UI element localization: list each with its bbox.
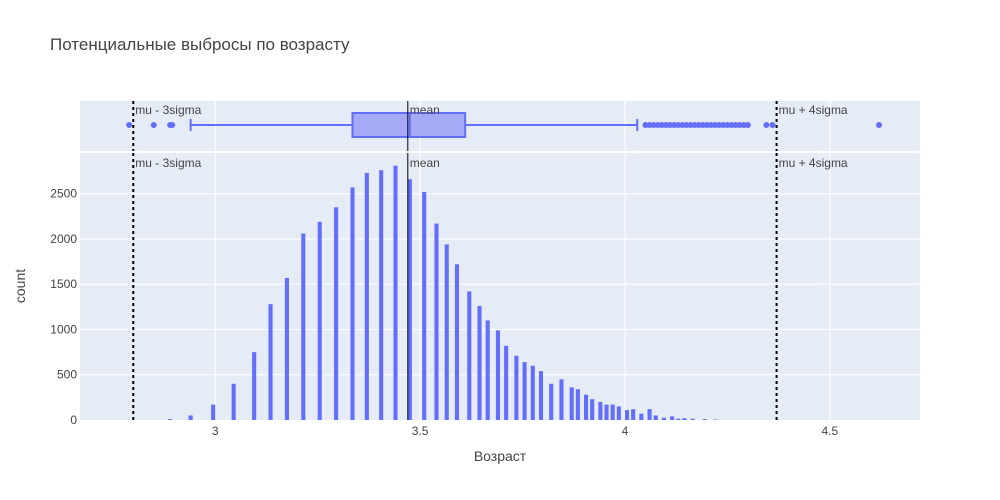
- histogram-bar: [454, 264, 460, 420]
- histogram-bar: [364, 172, 369, 420]
- box-outlier-point: [876, 122, 883, 128]
- histogram-bar: [334, 207, 339, 420]
- histogram-bar: [317, 221, 322, 420]
- histogram-bar: [434, 223, 439, 420]
- histogram-bar: [624, 410, 630, 420]
- histogram-bar: [598, 401, 603, 420]
- histogram-bar: [477, 305, 482, 420]
- histogram-reference-label: mean: [410, 156, 440, 170]
- box-outlier-point: [169, 122, 176, 128]
- y-axis-ticks: 0 500 1000 1500 2000 2500: [50, 187, 77, 427]
- box-outlier-point: [769, 122, 776, 128]
- histogram-bar: [188, 415, 193, 420]
- histogram-bar: [631, 409, 636, 420]
- histogram-bar: [393, 165, 398, 420]
- histogram-bar: [379, 170, 384, 420]
- x-axis-ticks: 3 3.5 4 4.5: [212, 424, 839, 438]
- histogram-bar: [713, 419, 718, 421]
- box-reference-lines: mu - 3sigma mean mu + 4sigma: [132, 101, 848, 151]
- histogram-bar: [676, 418, 681, 420]
- histogram-bar: [616, 406, 621, 420]
- histogram-bar: [211, 404, 216, 420]
- histogram-bar: [604, 404, 609, 420]
- histogram-bar: [495, 330, 500, 420]
- y-tick-label: 500: [57, 368, 77, 382]
- histogram-bar: [284, 277, 289, 420]
- box-reference-label: mu - 3sigma: [135, 103, 201, 117]
- histogram-bar: [661, 417, 666, 420]
- histogram-bar: [301, 233, 306, 420]
- histogram-bar: [647, 409, 652, 420]
- histogram-bar: [350, 187, 355, 420]
- histogram-bar: [522, 362, 527, 420]
- histogram-bar: [670, 416, 675, 420]
- histogram-bar: [569, 387, 574, 420]
- histogram-bar: [422, 191, 427, 420]
- x-axis-title: Возраст: [474, 448, 527, 464]
- histogram-bar: [168, 419, 173, 420]
- y-tick-label: 2000: [50, 232, 77, 246]
- box-outlier-point: [744, 122, 751, 128]
- histogram-bar: [590, 399, 595, 420]
- histogram-bar: [231, 383, 236, 420]
- histogram-bar: [514, 355, 519, 420]
- box-outlier-point: [126, 122, 133, 128]
- box-outlier-point: [763, 122, 770, 128]
- histogram-bar: [653, 415, 658, 420]
- histogram-bar: [407, 179, 412, 420]
- x-tick-label: 3.5: [412, 424, 429, 438]
- x-tick-label: 3: [212, 424, 219, 438]
- histogram-bar: [538, 371, 544, 420]
- x-tick-label: 4.5: [822, 424, 839, 438]
- histogram-bar: [467, 291, 472, 420]
- histogram-bar: [559, 379, 564, 420]
- histogram-bar: [252, 352, 257, 420]
- box-reference-label: mean: [410, 103, 440, 117]
- box-marks: [126, 112, 883, 138]
- histogram-bar: [639, 413, 644, 420]
- chart-title: Потенциальные выбросы по возрасту: [50, 35, 350, 54]
- histogram-reference-lines: mu - 3sigma mean mu + 4sigma: [132, 153, 848, 420]
- histogram-bar: [610, 404, 615, 420]
- histogram-bar: [444, 244, 449, 420]
- histogram-bar: [690, 418, 695, 420]
- histogram-gridlines: [80, 153, 920, 420]
- y-axis-title: count: [12, 269, 28, 303]
- x-tick-label: 4: [622, 424, 629, 438]
- histogram-bar: [584, 394, 589, 420]
- box-iqr: [351, 112, 467, 138]
- histogram-bar: [268, 304, 273, 420]
- histogram-bar: [485, 320, 490, 420]
- histogram-bar: [682, 418, 687, 420]
- box-panel: mu - 3sigma mean mu + 4sigma: [80, 101, 920, 151]
- histogram-bar: [549, 383, 554, 420]
- histogram-bar: [575, 389, 580, 420]
- histogram-reference-label: mu + 4sigma: [779, 156, 848, 170]
- y-tick-label: 0: [70, 413, 77, 427]
- histogram-reference-label: mu - 3sigma: [135, 156, 201, 170]
- y-tick-label: 2500: [50, 187, 77, 201]
- y-tick-label: 1000: [50, 322, 77, 336]
- histogram-bar: [504, 345, 509, 420]
- y-tick-label: 1500: [50, 277, 77, 291]
- box-outlier-point: [150, 122, 157, 128]
- histogram-bars: [168, 165, 718, 421]
- histogram-bar: [530, 365, 535, 420]
- histogram-panel: mu - 3sigma mean mu + 4sigma 3 3.5 4 4.5 0 500…: [50, 153, 920, 438]
- histogram-bar: [702, 419, 707, 420]
- box-reference-label: mu + 4sigma: [779, 103, 848, 117]
